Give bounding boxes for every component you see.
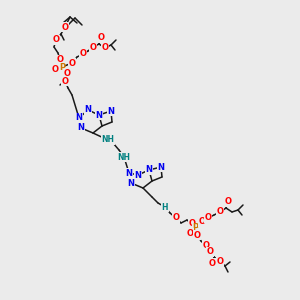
Text: P: P <box>192 224 198 232</box>
Text: N: N <box>95 110 103 119</box>
Text: N: N <box>134 170 142 179</box>
Text: O: O <box>80 50 86 58</box>
Text: N: N <box>77 124 85 133</box>
Text: P: P <box>59 62 65 71</box>
Text: O: O <box>187 229 194 238</box>
Text: O: O <box>208 259 215 268</box>
Text: O: O <box>217 208 224 217</box>
Text: N: N <box>85 106 92 115</box>
Text: O: O <box>199 218 206 226</box>
Text: O: O <box>217 256 224 266</box>
Text: NH: NH <box>101 136 115 145</box>
Text: O: O <box>202 242 209 250</box>
Text: O: O <box>188 220 196 229</box>
Text: O: O <box>224 197 232 206</box>
Text: O: O <box>61 76 68 85</box>
Text: O: O <box>52 65 58 74</box>
Text: O: O <box>52 35 59 44</box>
Text: O: O <box>64 70 70 79</box>
Text: N: N <box>146 166 152 175</box>
Text: O: O <box>172 214 179 223</box>
Text: H: H <box>162 202 168 211</box>
Text: O: O <box>89 43 97 52</box>
Text: N: N <box>158 163 164 172</box>
Text: O: O <box>56 56 64 64</box>
Text: N: N <box>128 178 134 188</box>
Text: O: O <box>61 22 68 32</box>
Text: O: O <box>68 58 76 68</box>
Text: O: O <box>194 230 200 239</box>
Text: NH: NH <box>118 152 130 161</box>
Text: O: O <box>101 44 109 52</box>
Text: O: O <box>206 248 214 256</box>
Text: O: O <box>205 214 212 223</box>
Text: N: N <box>125 169 133 178</box>
Text: N: N <box>76 113 82 122</box>
Text: O: O <box>98 34 104 43</box>
Text: N: N <box>107 106 115 116</box>
